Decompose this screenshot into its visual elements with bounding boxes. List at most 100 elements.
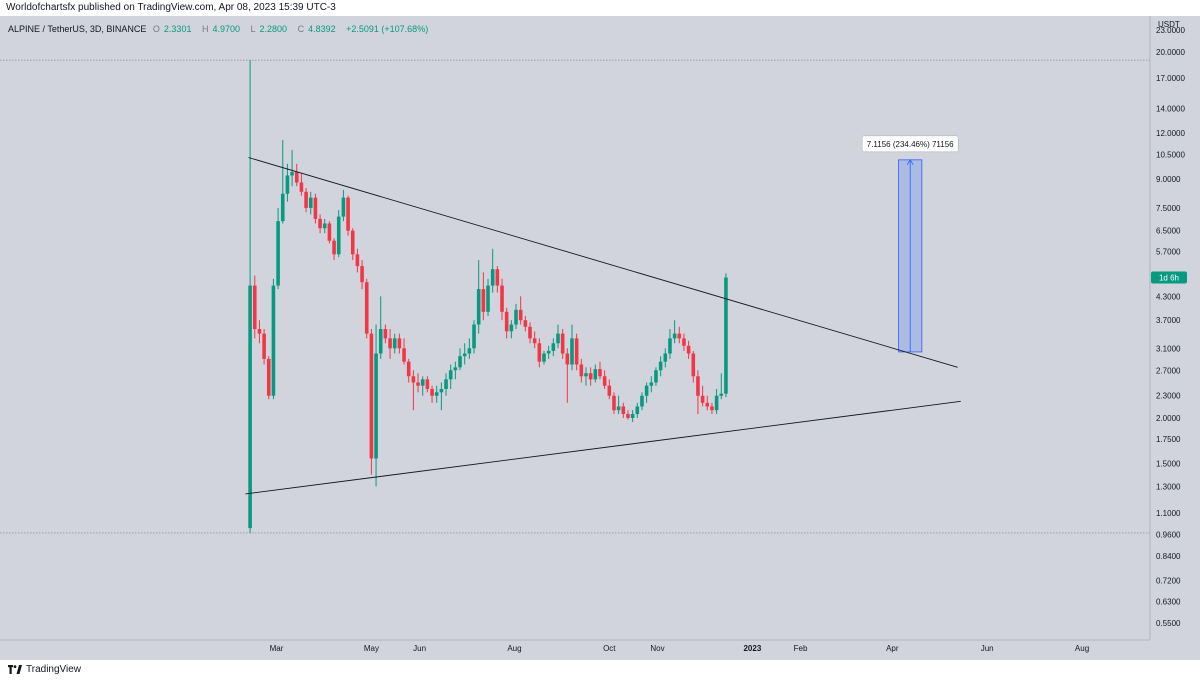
candle-body xyxy=(672,333,677,339)
candle-body xyxy=(668,338,672,354)
candle-body xyxy=(481,289,486,312)
candle-body xyxy=(551,343,556,351)
measure-label: 7.1156 (234.46%) 71156 xyxy=(867,140,954,149)
candle-body xyxy=(654,370,658,383)
measure-label-box xyxy=(861,135,959,153)
candle-body xyxy=(500,285,504,312)
candle-body xyxy=(584,373,588,377)
candle-body xyxy=(383,329,388,339)
tradingview-logo-icon[interactable] xyxy=(8,664,22,674)
open-label: O xyxy=(152,24,160,34)
candle-body xyxy=(504,311,509,332)
x-tick-label: Nov xyxy=(650,644,664,653)
candle-body xyxy=(262,333,266,359)
y-tick-label: 6.5000 xyxy=(1156,227,1181,236)
candle-body xyxy=(640,395,644,407)
candle-body xyxy=(294,172,299,183)
x-tick-label: Oct xyxy=(603,644,616,653)
trendline-lower[interactable] xyxy=(245,400,961,495)
candle-body xyxy=(453,367,458,371)
candle-body xyxy=(318,218,322,229)
open-value: 2.3301 xyxy=(163,24,192,34)
candle-body xyxy=(388,338,392,349)
candle-body xyxy=(416,382,420,386)
x-tick-label: Feb xyxy=(794,644,808,653)
candle-body xyxy=(327,223,332,241)
y-tick-label: 7.5000 xyxy=(1156,204,1181,213)
candle-body xyxy=(696,376,700,396)
low-value: 2.2800 xyxy=(259,24,288,34)
symbol-header: ALPINE / TetherUS, 3D, BINANCE O 2.3301 H… xyxy=(8,24,432,34)
y-tick-label: 17.0000 xyxy=(1156,74,1185,83)
candle-body xyxy=(598,369,602,377)
candle-body xyxy=(509,324,514,332)
candle-body xyxy=(700,395,705,403)
candle-body xyxy=(476,289,481,325)
candle-body xyxy=(439,388,444,393)
low-label: L xyxy=(250,24,256,34)
candle-body xyxy=(630,414,635,418)
candle-body xyxy=(542,353,546,362)
candle-body xyxy=(719,393,724,396)
candle-body xyxy=(341,197,346,217)
candle-body xyxy=(682,338,686,346)
candle-body xyxy=(635,406,640,415)
candle-body xyxy=(607,385,612,396)
candle-body xyxy=(523,320,528,327)
y-tick-label: 3.1000 xyxy=(1156,344,1181,353)
candle-body xyxy=(420,379,425,386)
candle-body xyxy=(336,216,341,255)
price-axis[interactable] xyxy=(1150,16,1200,660)
candle-body xyxy=(430,388,434,396)
y-tick-label: 3.7000 xyxy=(1156,316,1181,325)
chart-frame[interactable]: USDT 23.0000 20.0000 17.0000 14.0000 12.0000 1… xyxy=(0,16,1200,660)
y-tick-label: 9.0000 xyxy=(1156,175,1181,184)
candle-body xyxy=(458,356,462,368)
candle-body xyxy=(257,329,262,334)
candle-body xyxy=(649,382,654,386)
x-tick-label: Jun xyxy=(981,644,994,653)
publisher-line: Worldofchartsfx published on TradingView… xyxy=(0,0,1200,16)
candle-body xyxy=(322,223,327,229)
candle-body xyxy=(290,172,294,176)
symbol-title[interactable]: ALPINE / TetherUS, 3D, BINANCE xyxy=(8,24,147,34)
y-tick-label: 12.0000 xyxy=(1156,129,1185,138)
x-tick-label: Jun xyxy=(413,644,426,653)
candle-body xyxy=(346,197,350,231)
y-tick-label: 5.7000 xyxy=(1156,248,1181,257)
change-value: +2.5091 (+107.68%) xyxy=(346,24,429,34)
candle-body xyxy=(486,285,490,312)
candle-body xyxy=(710,406,714,411)
candle-body xyxy=(369,333,374,459)
candle-body xyxy=(364,282,369,334)
y-tick-label: 10.5000 xyxy=(1156,150,1185,159)
candle-body xyxy=(658,361,663,371)
candle-body xyxy=(556,333,560,344)
candle-body xyxy=(332,240,336,255)
candle-body xyxy=(560,333,565,354)
candle-body xyxy=(626,414,630,418)
x-tick-label: May xyxy=(364,644,379,653)
candle-body xyxy=(276,221,280,286)
measure-arrow-head xyxy=(906,159,914,166)
candle-body xyxy=(612,395,616,411)
candle-body xyxy=(528,326,532,339)
last-price-badge-text: 1d 6h xyxy=(1159,274,1179,283)
candle-body xyxy=(616,406,621,411)
footer-brand[interactable]: TradingView xyxy=(26,664,82,675)
y-tick-label: 0.6300 xyxy=(1156,598,1181,607)
y-tick-label: 4.3000 xyxy=(1156,292,1181,301)
trendline-upper[interactable] xyxy=(248,157,958,368)
candle-body xyxy=(378,329,383,354)
time-axis[interactable] xyxy=(0,640,1150,660)
candle-body xyxy=(434,392,439,396)
y-tick-label: 0.7200 xyxy=(1156,576,1181,585)
candle-body xyxy=(579,364,584,377)
x-tick-label: Mar xyxy=(270,644,284,653)
candle-body xyxy=(402,348,406,362)
candle-body xyxy=(266,358,271,396)
y-tick-label: 2.0000 xyxy=(1156,414,1181,423)
candle-body xyxy=(392,338,397,349)
last-price-badge xyxy=(1151,271,1187,284)
